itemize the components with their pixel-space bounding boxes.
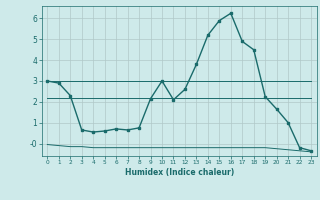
X-axis label: Humidex (Indice chaleur): Humidex (Indice chaleur) xyxy=(124,168,234,177)
